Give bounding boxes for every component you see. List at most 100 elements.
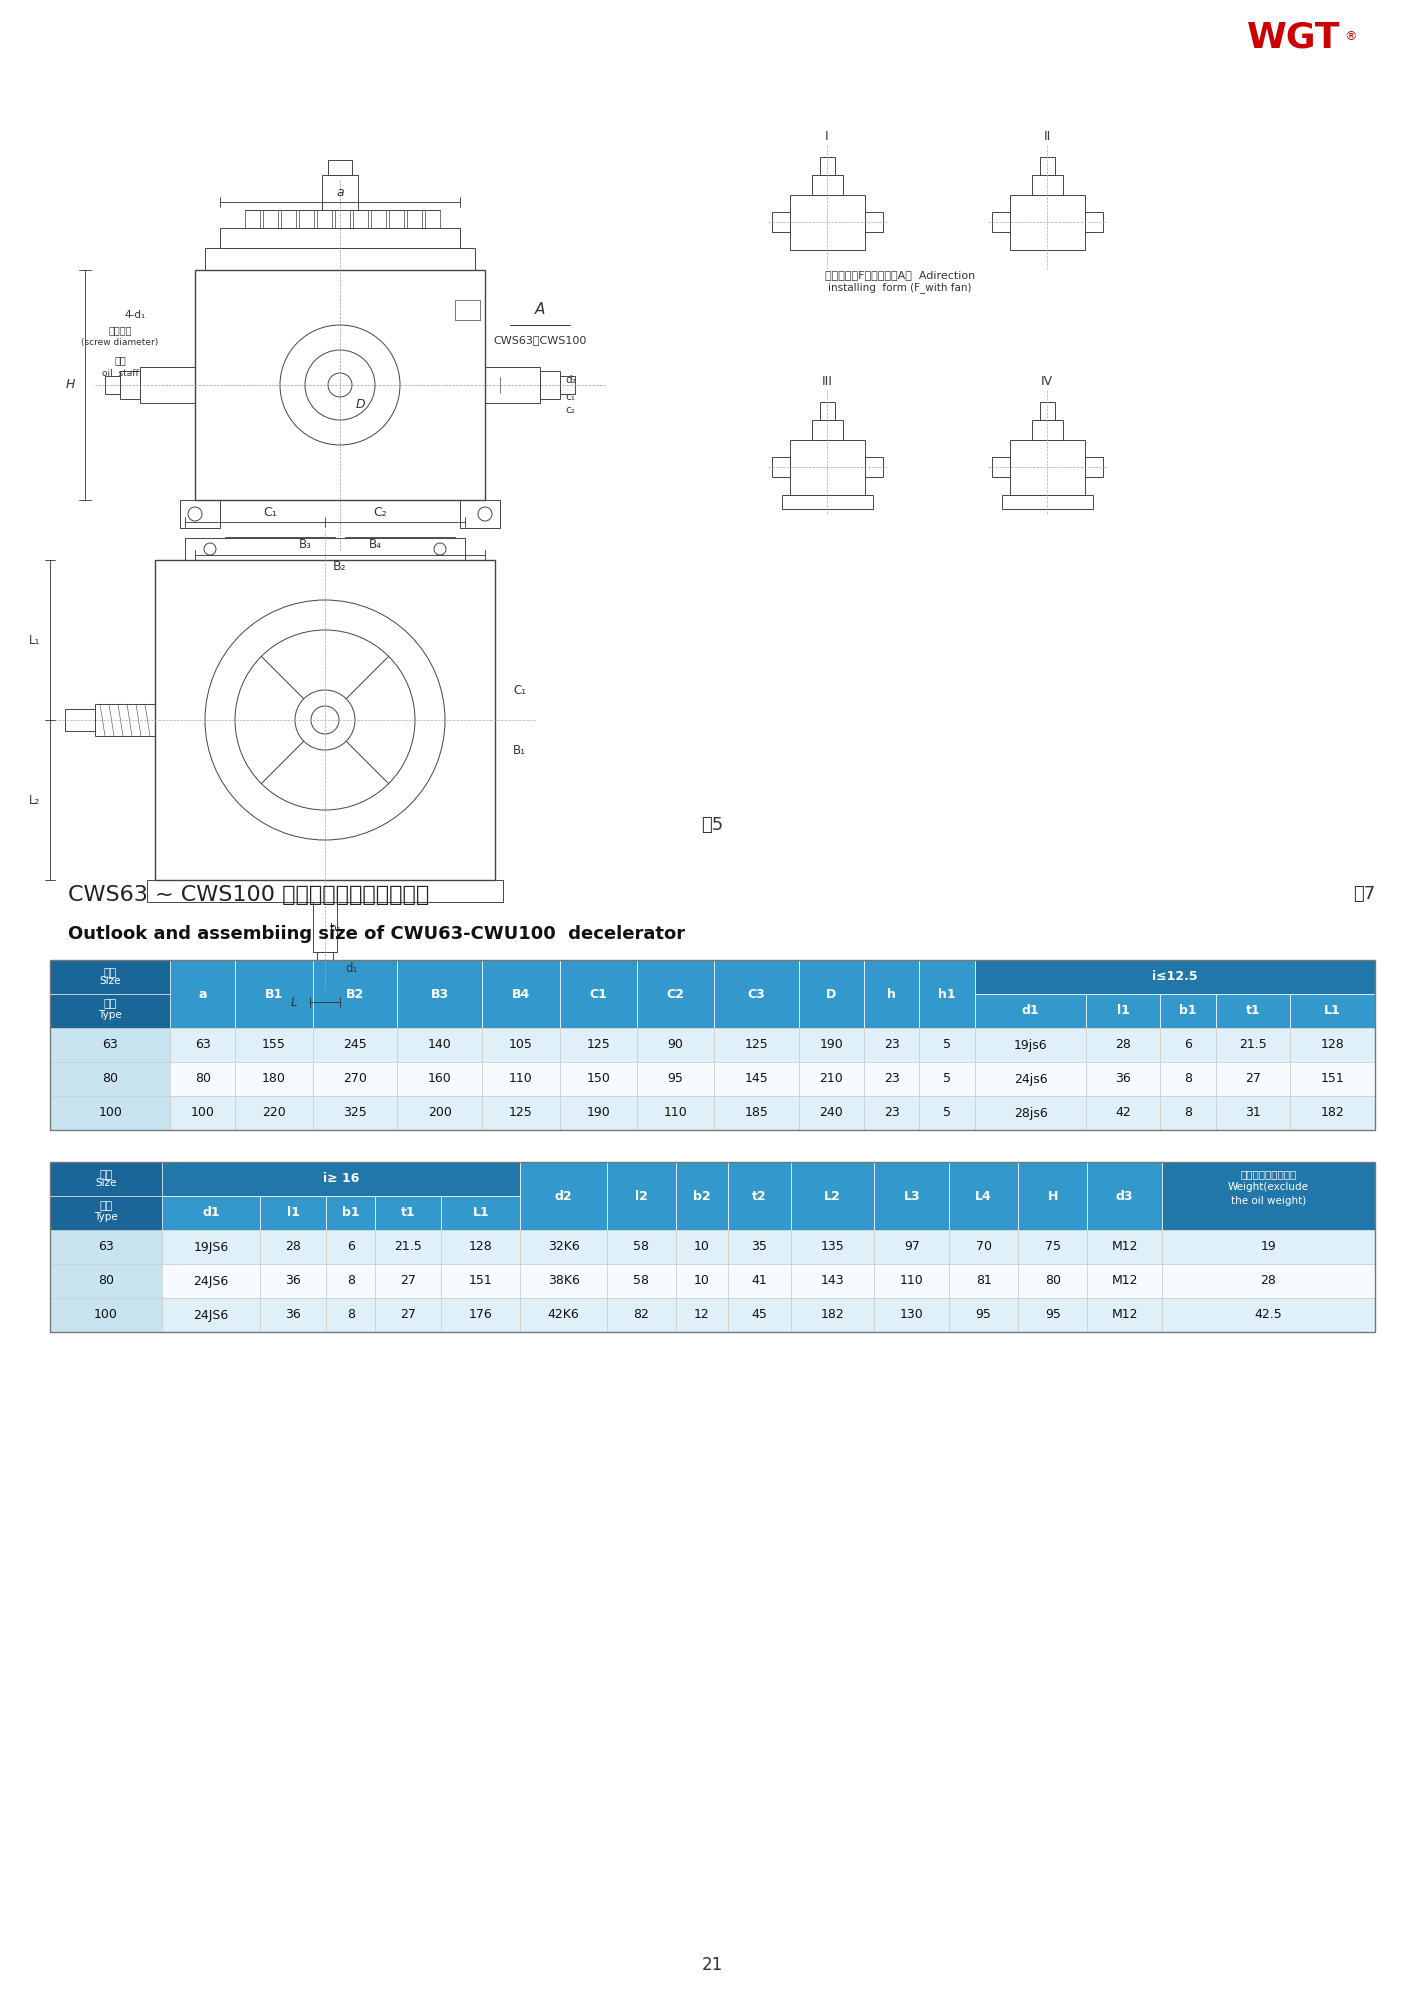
Text: d₂: d₂ <box>564 376 576 384</box>
Text: B₁: B₁ <box>513 744 526 756</box>
Text: d₁: d₁ <box>345 962 358 974</box>
Bar <box>865 458 884 476</box>
Bar <box>772 212 789 232</box>
Bar <box>328 160 352 176</box>
Bar <box>1086 994 1160 1028</box>
Bar <box>949 1264 1019 1298</box>
Text: 23: 23 <box>884 1038 899 1052</box>
Bar <box>637 1096 714 1130</box>
Bar <box>483 1062 560 1096</box>
Text: D: D <box>826 988 836 1000</box>
Bar <box>728 1162 791 1230</box>
Text: 110: 110 <box>509 1072 533 1086</box>
Text: 135: 135 <box>821 1240 845 1254</box>
Bar <box>389 210 405 228</box>
Bar <box>772 458 789 476</box>
Text: b1: b1 <box>342 1206 359 1220</box>
Bar <box>370 210 386 228</box>
Bar <box>607 1162 675 1230</box>
Text: III: III <box>822 376 832 388</box>
Text: B₂: B₂ <box>333 560 346 574</box>
Text: 151: 151 <box>1321 1072 1344 1086</box>
Bar <box>1019 1162 1087 1230</box>
Bar <box>864 1096 919 1130</box>
Text: the oil weight): the oil weight) <box>1231 1196 1307 1206</box>
Bar <box>675 1298 728 1332</box>
Text: 35: 35 <box>751 1240 767 1254</box>
Bar <box>312 1062 398 1096</box>
Text: 63: 63 <box>98 1240 114 1254</box>
Bar <box>326 1298 375 1332</box>
Bar <box>120 372 140 400</box>
Text: II: II <box>1043 130 1050 144</box>
Bar <box>812 420 844 440</box>
Text: 5: 5 <box>943 1072 952 1086</box>
Text: Weight(exclude: Weight(exclude <box>1228 1182 1310 1192</box>
Text: 21.5: 21.5 <box>395 1240 422 1254</box>
Bar <box>1010 196 1084 250</box>
Bar <box>919 1028 975 1062</box>
Bar <box>235 1028 312 1062</box>
Text: 36: 36 <box>285 1308 301 1322</box>
Text: B4: B4 <box>512 988 530 1000</box>
Bar <box>714 1062 799 1096</box>
Bar <box>1160 1096 1216 1130</box>
Text: M12: M12 <box>1112 1240 1139 1254</box>
Bar <box>335 210 351 228</box>
Bar <box>140 368 195 404</box>
Bar <box>949 1230 1019 1264</box>
Text: 4-d₁: 4-d₁ <box>124 310 145 320</box>
Bar <box>520 1264 607 1298</box>
Bar <box>975 994 1086 1028</box>
Text: 5: 5 <box>943 1106 952 1120</box>
Text: 28js6: 28js6 <box>1013 1106 1047 1120</box>
Bar <box>789 440 865 494</box>
Text: C₁: C₁ <box>264 506 276 518</box>
Bar <box>353 210 368 228</box>
Bar <box>312 1028 398 1062</box>
Text: b₁: b₁ <box>331 924 341 932</box>
Bar <box>975 960 1375 994</box>
Bar <box>205 248 475 270</box>
Bar <box>1216 1062 1290 1096</box>
Bar <box>1161 1264 1375 1298</box>
Text: Size: Size <box>100 976 121 986</box>
Text: 24JS6: 24JS6 <box>194 1274 229 1288</box>
Bar <box>728 1298 791 1332</box>
Text: i≥ 16: i≥ 16 <box>323 1172 359 1186</box>
Bar <box>316 952 333 976</box>
Text: oil  staff: oil staff <box>101 368 138 378</box>
Bar <box>408 210 422 228</box>
Bar <box>791 1298 875 1332</box>
Text: c₂: c₂ <box>564 404 574 416</box>
Bar <box>442 1230 520 1264</box>
Text: L₁: L₁ <box>28 634 40 646</box>
Bar <box>455 300 480 320</box>
Bar <box>714 1096 799 1130</box>
Text: 24JS6: 24JS6 <box>194 1308 229 1322</box>
Bar <box>1084 458 1103 476</box>
Text: L2: L2 <box>824 1190 841 1202</box>
Text: 63: 63 <box>195 1038 211 1052</box>
Bar <box>864 1062 919 1096</box>
Text: 70: 70 <box>976 1240 992 1254</box>
Text: 油标: 油标 <box>114 356 125 364</box>
Bar <box>1087 1264 1161 1298</box>
Text: 182: 182 <box>1321 1106 1344 1120</box>
Text: 80: 80 <box>98 1274 114 1288</box>
Bar <box>540 372 560 400</box>
Bar <box>425 210 440 228</box>
Bar <box>171 1096 235 1130</box>
Text: a: a <box>336 186 343 200</box>
Text: 182: 182 <box>821 1308 845 1322</box>
Text: 82: 82 <box>633 1308 650 1322</box>
Bar <box>1087 1230 1161 1264</box>
Bar <box>326 1264 375 1298</box>
Text: 图5: 图5 <box>701 816 722 834</box>
Text: 190: 190 <box>819 1038 844 1052</box>
Bar <box>1087 1162 1161 1230</box>
Text: 型号: 型号 <box>100 1202 113 1212</box>
Bar <box>1216 1096 1290 1130</box>
Text: 8: 8 <box>346 1308 355 1322</box>
Bar <box>398 1096 483 1130</box>
